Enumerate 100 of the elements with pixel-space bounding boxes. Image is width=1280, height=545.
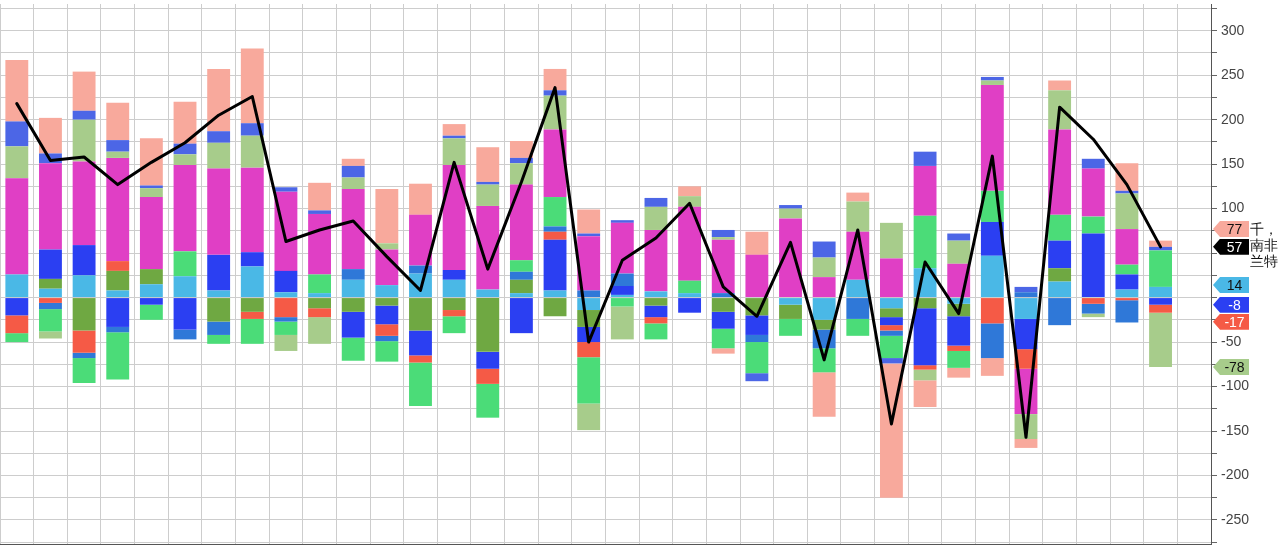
- bar: [207, 334, 231, 344]
- bar: [375, 249, 399, 286]
- bar: [947, 233, 971, 241]
- bar: [745, 315, 769, 335]
- bar: [72, 161, 96, 246]
- bar: [106, 290, 130, 298]
- bar: [1048, 281, 1072, 298]
- y-tick-label: 200: [1221, 110, 1245, 127]
- bar: [980, 358, 1004, 376]
- bar: [5, 333, 29, 343]
- bar: [509, 260, 533, 272]
- bar: [745, 373, 769, 382]
- bar: [543, 226, 567, 232]
- bar: [1081, 298, 1105, 304]
- bar: [409, 362, 432, 407]
- bar: [913, 308, 937, 366]
- y-axis-title: 千，南非兰特: [1250, 221, 1279, 269]
- bar: [72, 352, 96, 359]
- bar: [577, 236, 601, 291]
- bar: [947, 350, 971, 368]
- bar: [207, 142, 231, 169]
- bar: [1115, 300, 1139, 323]
- bar: [72, 245, 96, 276]
- bar: [173, 298, 197, 330]
- bar: [139, 197, 163, 270]
- bar: [879, 222, 903, 259]
- bar: [711, 298, 735, 312]
- bar: [913, 215, 937, 269]
- bar: [980, 323, 1004, 359]
- bar: [240, 252, 264, 267]
- bar: [72, 110, 96, 120]
- bar: [1048, 80, 1072, 91]
- bar: [577, 403, 601, 431]
- bar: [879, 258, 903, 298]
- bar: [947, 345, 971, 351]
- bar: [644, 291, 668, 298]
- bar: [39, 288, 62, 298]
- bar: [409, 183, 432, 215]
- bar: [341, 177, 365, 190]
- bar: [1048, 298, 1072, 326]
- bar: [509, 293, 533, 298]
- bar: [610, 286, 634, 295]
- bar: [846, 201, 870, 232]
- bar: [913, 365, 937, 370]
- bar: [509, 279, 533, 294]
- bar: [610, 306, 634, 340]
- bar: [409, 330, 432, 356]
- bar: [5, 146, 29, 179]
- bar: [1081, 303, 1105, 314]
- bar: [240, 48, 264, 124]
- bar: [240, 167, 264, 253]
- bar: [341, 189, 365, 270]
- bar: [139, 284, 163, 298]
- bar: [846, 298, 870, 319]
- bar: [1014, 286, 1038, 293]
- bar: [173, 101, 197, 144]
- bar: [644, 317, 668, 324]
- bar: [409, 214, 432, 266]
- bar: [72, 330, 96, 353]
- bar: [879, 335, 903, 359]
- bar: [106, 261, 130, 271]
- bar: [106, 157, 130, 262]
- bar: [476, 181, 500, 185]
- bar: [72, 275, 96, 298]
- bar: [106, 151, 130, 158]
- text: 57: [1213, 238, 1249, 255]
- bar: [476, 383, 500, 418]
- bar: [341, 298, 365, 312]
- bar: [409, 355, 432, 363]
- bar: [207, 254, 231, 291]
- bar: [610, 294, 634, 298]
- bar: [644, 305, 668, 318]
- bar: [173, 276, 197, 298]
- bar: [274, 321, 298, 335]
- bar: [1149, 312, 1172, 367]
- bar: [442, 316, 466, 334]
- bar: [1149, 250, 1172, 287]
- bar: [5, 60, 29, 122]
- bar: [240, 135, 264, 168]
- bar: [1014, 292, 1038, 298]
- bar: [644, 323, 668, 340]
- bar: [644, 197, 668, 207]
- bar: [274, 334, 298, 351]
- bar: [274, 270, 298, 293]
- y-tick-label: 300: [1221, 21, 1245, 38]
- bar: [341, 165, 365, 178]
- bar: [678, 186, 702, 197]
- bar: [375, 324, 399, 336]
- bar: [711, 328, 735, 349]
- bar: [1115, 274, 1139, 290]
- bar: [308, 308, 332, 318]
- y-tick-label: -200: [1221, 466, 1250, 483]
- bar: [442, 270, 466, 280]
- bar: [72, 358, 96, 383]
- bar: [543, 290, 567, 298]
- bar: [308, 293, 332, 298]
- y-tick-label: -250: [1221, 510, 1250, 527]
- bar: [442, 138, 466, 166]
- bar: [39, 331, 62, 339]
- bar: [543, 298, 567, 317]
